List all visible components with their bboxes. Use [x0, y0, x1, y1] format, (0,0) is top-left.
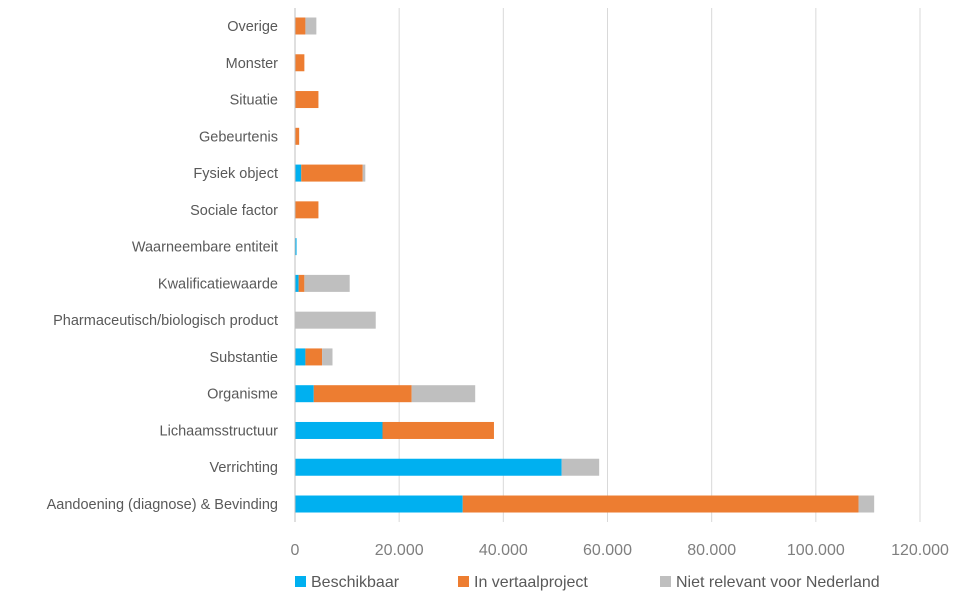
legend-swatch: [660, 576, 671, 587]
category-label: Verrichting: [209, 460, 278, 476]
bar-segment: [322, 348, 333, 366]
category-label: Gebeurtenis: [199, 129, 278, 145]
x-tick-label: 60.000: [583, 542, 632, 559]
bar-segment: [362, 164, 366, 182]
bar-segment: [295, 274, 299, 292]
category-label: Sociale factor: [190, 203, 278, 219]
bar-segment: [561, 458, 600, 476]
legend-label: Beschikbaar: [311, 574, 400, 591]
category-label: Fysiek object: [193, 166, 278, 182]
bar-segment: [295, 458, 562, 476]
bar-segment: [295, 311, 376, 329]
bar-segment: [382, 421, 494, 439]
bar-segment: [301, 164, 363, 182]
category-label: Monster: [226, 56, 279, 72]
x-tick-label: 80.000: [687, 542, 736, 559]
bar-segment: [304, 274, 350, 292]
bar-segment: [305, 17, 317, 35]
legend-swatch: [295, 576, 306, 587]
bar-segment: [295, 421, 383, 439]
x-tick-label: 100.000: [787, 542, 845, 559]
category-label: Organisme: [207, 387, 278, 403]
category-label: Kwalificatiewaarde: [158, 276, 278, 292]
x-tick-label: 40.000: [479, 542, 528, 559]
category-label: Substantie: [209, 350, 278, 366]
bar-segment: [295, 385, 314, 403]
bar-segment: [313, 385, 412, 403]
category-labels: Overige Monster Situatie Gebeurtenis Fysiek …: [47, 19, 279, 513]
category-label: Aandoening (diagnose) & Bevinding: [47, 497, 278, 513]
x-tick-label: 20.000: [375, 542, 424, 559]
legend-label: In vertaalproject: [474, 574, 588, 591]
category-label: Pharmaceutisch/biologisch product: [53, 313, 278, 329]
bar-segment: [295, 17, 306, 35]
category-label: Waarneembare entiteit: [132, 240, 278, 256]
x-tick-label: 120.000: [891, 542, 949, 559]
category-label: Situatie: [230, 93, 278, 109]
x-tick-label: 0: [291, 542, 300, 559]
bars: [295, 17, 875, 513]
bar-segment: [858, 495, 875, 513]
category-label: Lichaamsstructuur: [160, 423, 279, 439]
bar-segment: [462, 495, 859, 513]
legend: Beschikbaar In vertaalproject Niet relevan…: [295, 574, 880, 591]
bar-segment: [305, 348, 323, 366]
legend-swatch: [458, 576, 469, 587]
gridlines: [398, 8, 921, 522]
bar-segment: [295, 91, 319, 109]
bar-segment: [295, 54, 305, 72]
bar-segment: [298, 274, 305, 292]
bar-segment: [295, 348, 306, 366]
category-label: Overige: [227, 19, 278, 35]
x-tick-labels: 0 20.000 40.000 60.000 80.000 100.000 120.000: [291, 542, 949, 559]
bar-segment: [295, 201, 319, 219]
bar-segment: [295, 495, 463, 513]
bar-segment: [411, 385, 476, 403]
bar-segment: [295, 238, 297, 256]
bar-segment: [295, 127, 300, 145]
bar-segment: [295, 164, 302, 182]
legend-label: Niet relevant voor Nederland: [676, 574, 880, 591]
